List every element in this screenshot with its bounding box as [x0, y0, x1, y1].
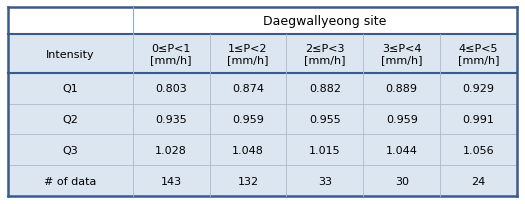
Text: Q2: Q2	[62, 114, 78, 124]
Text: Q1: Q1	[62, 84, 78, 94]
Text: Intensity: Intensity	[46, 49, 94, 59]
Text: 3≤P<4
[mm/h]: 3≤P<4 [mm/h]	[381, 43, 423, 65]
Text: 24: 24	[471, 176, 486, 186]
Text: 143: 143	[161, 176, 182, 186]
Text: # of data: # of data	[44, 176, 97, 186]
Text: Q3: Q3	[62, 145, 78, 155]
Text: 1.015: 1.015	[309, 145, 341, 155]
Text: 4≤P<5
[mm/h]: 4≤P<5 [mm/h]	[458, 43, 499, 65]
Text: 0.959: 0.959	[386, 114, 418, 124]
Text: 2≤P<3
[mm/h]: 2≤P<3 [mm/h]	[304, 43, 345, 65]
Text: 0.935: 0.935	[155, 114, 187, 124]
Text: 1.028: 1.028	[155, 145, 187, 155]
Text: 1.044: 1.044	[386, 145, 418, 155]
Text: 0.803: 0.803	[155, 84, 187, 94]
Text: 33: 33	[318, 176, 332, 186]
Text: 30: 30	[395, 176, 409, 186]
Text: 0.959: 0.959	[232, 114, 264, 124]
Text: 0≤P<1
[mm/h]: 0≤P<1 [mm/h]	[151, 43, 192, 65]
Text: 0.889: 0.889	[386, 84, 418, 94]
Text: 1.048: 1.048	[232, 145, 264, 155]
Text: Daegwallyeong site: Daegwallyeong site	[263, 15, 386, 28]
Text: 0.991: 0.991	[463, 114, 495, 124]
Text: 0.882: 0.882	[309, 84, 341, 94]
Text: 0.955: 0.955	[309, 114, 341, 124]
Text: 0.874: 0.874	[232, 84, 264, 94]
Text: 1.056: 1.056	[463, 145, 495, 155]
Text: 0.929: 0.929	[463, 84, 495, 94]
Text: 1≤P<2
[mm/h]: 1≤P<2 [mm/h]	[227, 43, 269, 65]
Text: 132: 132	[237, 176, 259, 186]
